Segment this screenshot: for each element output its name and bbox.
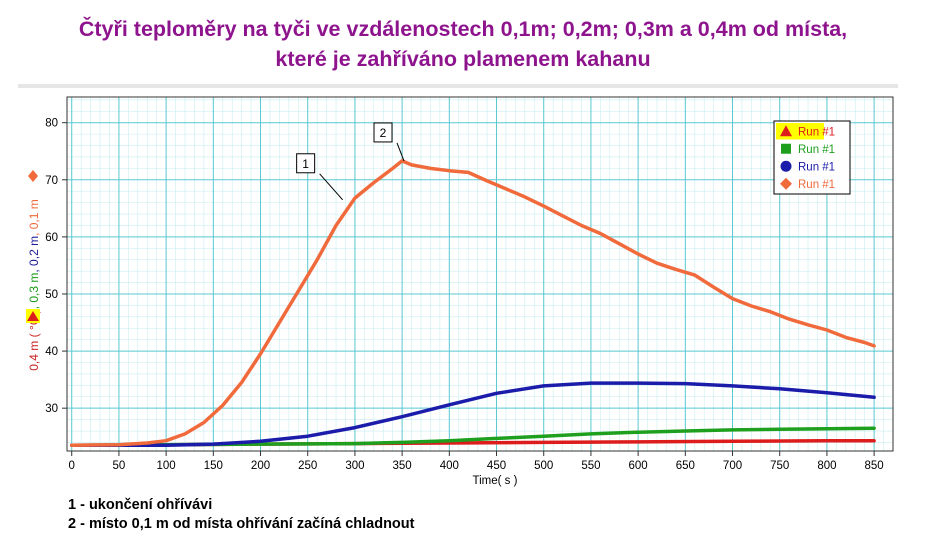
legend-item-1: Run #1 [776,123,835,140]
note-2: 2 - místo 0,1 m od místa ohřívání začíná… [68,516,415,532]
y-tick-label: 70 [45,175,58,187]
annotation-box [296,153,316,174]
x-tick-label: 450 [487,460,506,472]
annotation-2: 2 [373,122,405,162]
x-tick-label: 300 [345,460,364,472]
y-axis-label-part: , 0,2 m [27,236,41,273]
y-tick-label: 40 [45,346,58,358]
series-line-4 [69,159,876,448]
notes: 1 - ukončení ohřívávi 2 - místo 0,1 m od… [68,496,414,534]
x-tick-label: 750 [770,460,789,472]
title-line-1: Čtyři teploměry na tyči ve vzdálenostech… [78,17,848,41]
y-axis-label-text: 0,4 m ( °C ), 0,3 m, 0,2 m, 0,1 m [27,199,41,371]
legend-circle-icon [780,160,792,172]
legend-item-2: Run #1 [781,143,835,156]
triangle-marker-icon [26,309,40,323]
series-line-3 [69,381,876,448]
y-axis-label: 0,4 m ( °C ), 0,3 m, 0,2 m, 0,1 m [27,199,41,371]
chart-title: Čtyři teploměry na tyči ve vzdálenostech… [0,14,926,74]
legend-label: Run #1 [798,126,835,138]
annotation-label: 2 [380,126,387,140]
annotation-1: 1 [296,153,344,201]
plot-area [67,97,893,451]
x-axis-label: Time( s ) [473,475,518,487]
y-axis-label-part: , 0,3 m [27,273,41,310]
x-tick-label: 0 [69,460,75,472]
x-tick-label: 800 [817,460,836,472]
annotation-box [373,122,393,143]
x-tick-label: 350 [393,460,412,472]
x-tick-label: 700 [723,460,742,472]
annotation-label: 1 [302,157,309,171]
y-tick-label: 30 [45,403,58,415]
x-tick-label: 550 [581,460,600,472]
note-1: 1 - ukončení ohřívávi [68,497,213,513]
x-tick-label: 150 [204,460,223,472]
x-tick-label: 500 [534,460,553,472]
legend-square-icon [781,143,791,154]
x-tick-label: 250 [298,460,317,472]
y-axis-label-part: 0,4 m ( °C ) [27,309,41,370]
y-tick-label: 50 [45,289,58,301]
legend-label: Run #1 [798,179,835,191]
annotation-leader [396,142,405,162]
title-line-2: které je zahříváno plamenem kahanu [275,47,651,71]
y-tick-label: 80 [45,118,58,130]
y-axis-label-part: , 0,1 m [27,199,41,236]
legend-label: Run #1 [798,144,835,156]
legend-label: Run #1 [798,161,835,173]
x-tick-label: 50 [113,460,126,472]
x-tick-label: 850 [865,460,884,472]
title-underline [18,84,898,88]
legend-item-3: Run #1 [780,160,835,173]
legend-diamond-icon [780,177,792,190]
plot-frame [66,96,894,452]
legend: Run #1 Run #1 Run #1 Run #1 [773,120,851,195]
diamond-marker-icon [28,170,38,182]
x-tick-label: 200 [251,460,270,472]
series-line-2 [69,426,876,448]
x-tick-label: 600 [629,460,648,472]
annotation-leader [319,173,344,201]
x-tick-label: 650 [676,460,695,472]
x-tick-label: 100 [157,460,176,472]
triangle-marker [27,311,39,321]
legend-triangle-icon [780,125,792,137]
y-tick-label: 60 [45,232,58,244]
legend-item-4: Run #1 [780,177,835,191]
x-tick-label: 400 [440,460,459,472]
